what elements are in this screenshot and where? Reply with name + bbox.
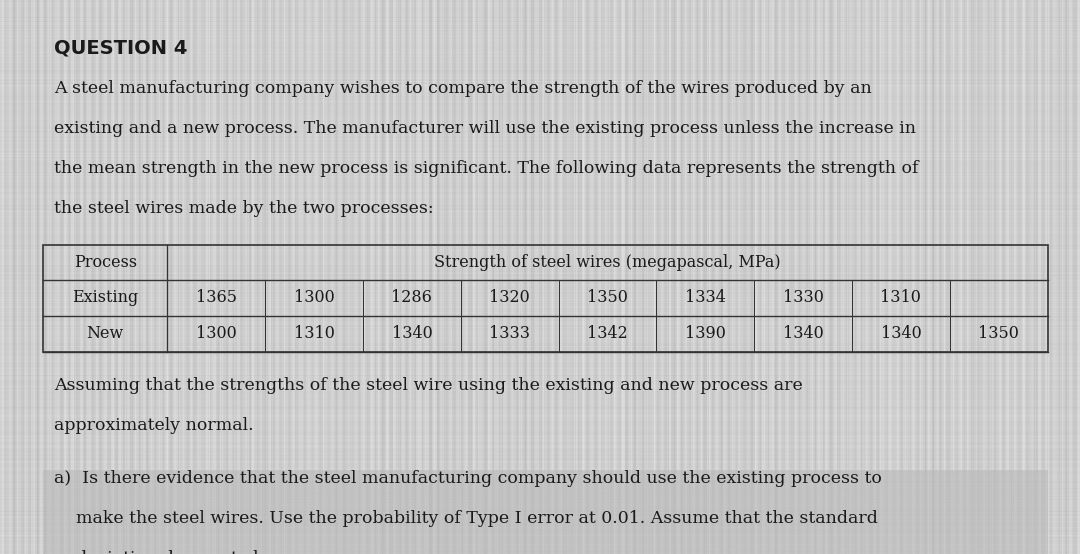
Text: Process: Process [73,254,137,271]
Text: 1300: 1300 [294,289,335,306]
Text: New: New [86,325,124,342]
Text: Assuming that the strengths of the steel wire using the existing and new process: Assuming that the strengths of the steel… [54,377,802,394]
Text: 1342: 1342 [588,325,627,342]
Text: A steel manufacturing company wishes to compare the strength of the wires produc: A steel manufacturing company wishes to … [54,80,872,98]
Text: existing and a new process. The manufacturer will use the existing process unles: existing and a new process. The manufact… [54,120,916,137]
Text: the steel wires made by the two processes:: the steel wires made by the two processe… [54,200,434,217]
Text: 1365: 1365 [195,289,237,306]
Text: 1330: 1330 [783,289,824,306]
Text: Existing: Existing [72,289,138,306]
Text: make the steel wires. Use the probability of Type I error at 0.01. Assume that t: make the steel wires. Use the probabilit… [54,510,878,527]
Text: 1340: 1340 [392,325,432,342]
Text: 1350: 1350 [978,325,1020,342]
Bar [43,470,1048,554]
Text: approximately normal.: approximately normal. [54,417,254,434]
Text: 1334: 1334 [685,289,726,306]
Text: Strength of steel wires (megapascal, MPa): Strength of steel wires (megapascal, MPa… [434,254,781,271]
Text: QUESTION 4: QUESTION 4 [54,39,187,58]
Text: 1320: 1320 [489,289,530,306]
Text: a)  Is there evidence that the steel manufacturing company should use the existi: a) Is there evidence that the steel manu… [54,470,882,488]
Text: 1300: 1300 [195,325,237,342]
Text: 1340: 1340 [783,325,823,342]
Bar [43,245,1048,352]
Text: deviation does not change.: deviation does not change. [54,550,313,554]
Text: 1390: 1390 [685,325,726,342]
Text: 1310: 1310 [294,325,335,342]
Text: 1333: 1333 [489,325,530,342]
Text: the mean strength in the new process is significant. The following data represen: the mean strength in the new process is … [54,160,918,177]
Text: 1340: 1340 [880,325,921,342]
Text: 1350: 1350 [588,289,627,306]
Text: 1310: 1310 [880,289,921,306]
Text: 1286: 1286 [391,289,432,306]
